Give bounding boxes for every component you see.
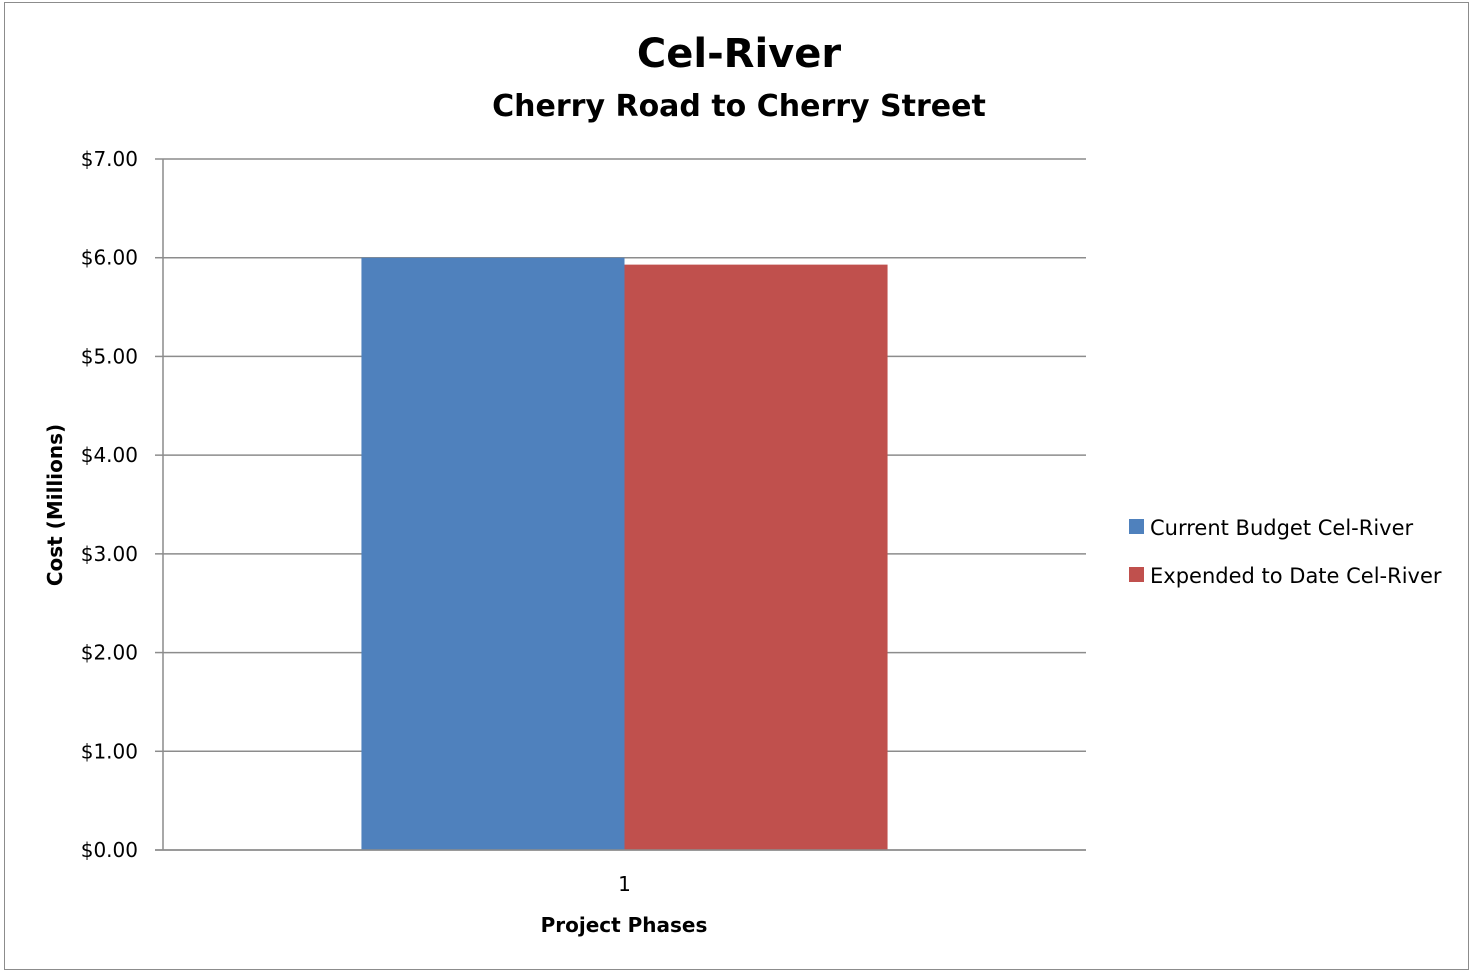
y-tick-label: $2.00 [81,641,138,665]
y-tick-label: $6.00 [81,246,138,270]
chart-title: Cel-River [637,31,842,77]
bars [361,257,888,851]
x-axis-title: Project Phases [541,913,708,937]
x-tick-label: 1 [618,872,631,896]
y-tick-label: $5.00 [81,344,138,368]
y-tick-labels: $0.00 $1.00 $2.00 $3.00 $4.00 $5.00 $6.00 $7.00 [81,147,138,862]
legend: Current Budget Cel-River Expended to Date… [1129,516,1442,588]
y-axis-title: Cost (Millions) [43,424,67,586]
x-tick-labels: 1 [618,872,631,896]
chart-subtitle: Cherry Road to Cherry Street [492,89,986,124]
y-tick-label: $1.00 [81,739,138,763]
bar-expended-to-date [624,264,888,851]
legend-swatch [1129,567,1144,582]
y-tick-label: $3.00 [81,542,138,566]
y-tick-label: $7.00 [81,147,138,171]
axes [155,158,1086,851]
y-tick-label: $4.00 [81,443,138,467]
legend-label: Current Budget Cel-River [1150,516,1414,540]
legend-swatch [1129,519,1144,534]
bar-current-budget [361,257,625,850]
y-tick-label: $0.00 [81,838,138,862]
legend-label: Expended to Date Cel-River [1150,564,1442,588]
